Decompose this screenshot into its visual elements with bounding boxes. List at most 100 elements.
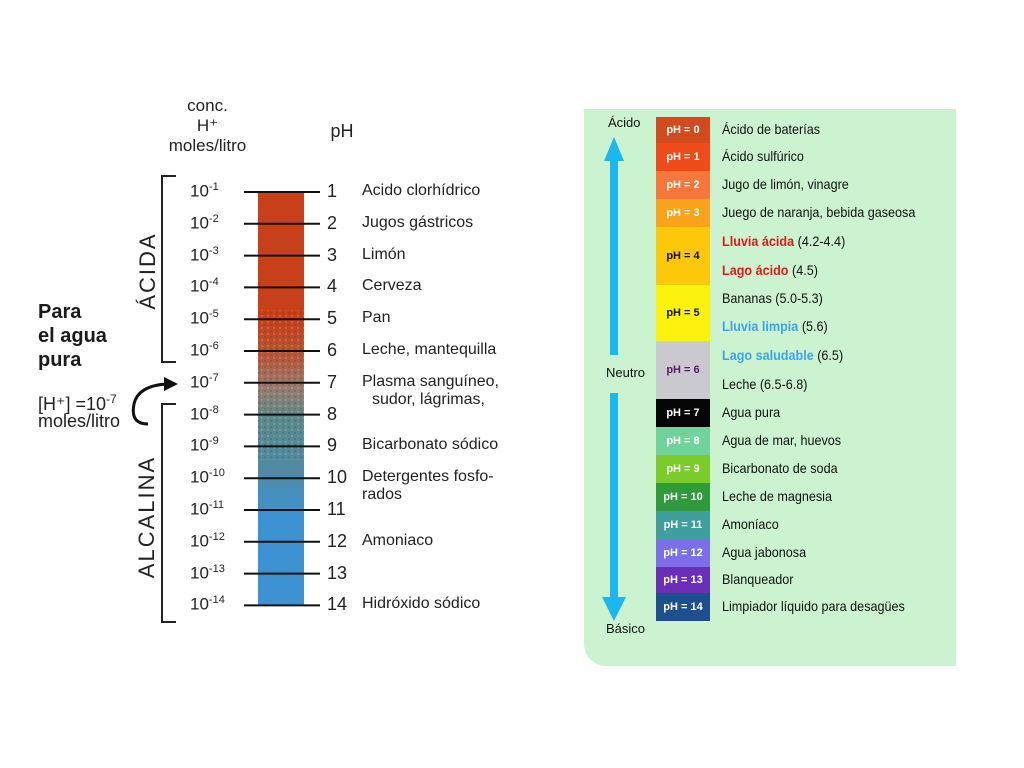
ph-number: 8	[327, 403, 338, 424]
ph-example-text: Limpiador líquido para desagües	[722, 598, 905, 614]
conc-base: 10	[190, 404, 209, 424]
ph-example-text: Ácido de baterías	[722, 121, 820, 137]
pure-water-arrowhead	[164, 377, 178, 391]
example-range: (5.6)	[798, 318, 828, 334]
example-name: Leche de magnesia	[722, 488, 832, 504]
example-name: Agua jabonosa	[722, 544, 807, 560]
ph-example-text: Lluvia limpia (5.6)	[722, 318, 828, 334]
ph-number: 3	[327, 244, 338, 265]
substance-label: Amoniaco	[362, 531, 434, 549]
conc-exponent: -4	[208, 276, 219, 289]
ph-example-text: Agua pura	[722, 404, 780, 420]
substance-label: Pan	[362, 309, 391, 327]
conc-base: 10	[190, 499, 209, 519]
ph-number: 2	[327, 212, 338, 233]
pure-water-line2: el agua	[38, 325, 107, 347]
conc-exponent: -11	[208, 499, 225, 511]
ph-chip: pH = 1	[656, 143, 710, 171]
conc-base: 10	[190, 595, 209, 615]
alkaline-region-label: ALCALINA	[134, 455, 159, 579]
conc-exponent: -13	[208, 562, 225, 575]
substance-label: Hidróxido sódico	[362, 595, 481, 613]
conc-exponent: -2	[208, 212, 219, 225]
conc-base: 10	[190, 277, 209, 297]
pure-water-line1: Para	[38, 301, 82, 323]
down-arrowhead	[602, 597, 626, 621]
conc-base: 10	[190, 340, 209, 360]
ph-header: pH	[330, 121, 354, 141]
ph-example-text: Leche (6.5-6.8)	[722, 376, 807, 392]
right-ph-panel: Ácido Neutro Básico pH = 0 Ácido de bater…	[584, 109, 956, 666]
ph-example-text: Leche de magnesia	[722, 488, 832, 504]
concentration-header: conc. H⁺ moles/litro	[160, 96, 255, 156]
substance-label: Detergentes fosfo-	[362, 468, 494, 486]
example-name: Juego de naranja, bebida gaseosa	[722, 204, 916, 220]
ph-chip: pH = 11	[656, 511, 710, 539]
concentration-value: 10-6	[190, 340, 250, 361]
conc-base: 10	[190, 308, 209, 328]
conc-base: 10	[190, 372, 209, 392]
ph-example-text: Blanqueador	[722, 571, 793, 587]
ph-example-text: Bananas (5.0-5.3)	[722, 290, 823, 306]
conc-exponent: -1	[208, 181, 219, 193]
ph-example-text: Agua jabonosa	[722, 544, 806, 560]
ph-example-text: Agua de mar, huevos	[722, 432, 841, 448]
concentration-value: 10-1	[190, 181, 250, 202]
conc-exponent: -14	[208, 594, 225, 607]
ph-chip: pH = 13	[656, 567, 710, 593]
concentration-value: 10-9	[190, 435, 250, 456]
concentration-value: 10-7	[190, 372, 250, 393]
concentration-value: 10-4	[190, 276, 250, 297]
concentration-value: 10-2	[190, 213, 250, 234]
example-range: (6.5)	[813, 346, 844, 363]
ph-chip: pH = 9	[656, 455, 710, 483]
ph-example-text: Jugo de limón, vinagre	[722, 176, 849, 192]
conc-base: 10	[190, 531, 209, 551]
example-name: Lago saludable	[722, 346, 814, 363]
ph-number: 11	[327, 499, 346, 519]
concentration-value: 10-5	[190, 308, 250, 329]
ph-chip: pH = 6	[656, 341, 710, 399]
ph-number: 13	[327, 562, 348, 583]
pure-water-conc-exp: -7	[106, 392, 117, 406]
ph-number: 1	[327, 181, 338, 201]
conc-base: 10	[190, 467, 209, 487]
ph-chip: pH = 2	[656, 171, 710, 199]
ph-example-text: Amoníaco	[722, 516, 779, 532]
ph-speckle-overlay	[258, 310, 304, 460]
substance-label: Bicarbonato sódico	[362, 436, 499, 454]
ph-example-text: Juego de naranja, bebida gaseosa	[722, 204, 915, 220]
substance-label: Acido clorhídrico	[362, 182, 481, 199]
concentration-value: 10-3	[190, 245, 250, 266]
example-name: Bicarbonato de soda	[722, 460, 838, 476]
substance-label: Plasma sanguíneo,	[362, 372, 499, 390]
conc-exponent: -5	[208, 308, 219, 321]
example-name: Blanqueador	[722, 571, 794, 587]
alkaline-bracket	[161, 403, 176, 623]
ph-example-text: Lago saludable (6.5)	[722, 347, 843, 363]
pure-water-line3: pura	[38, 349, 82, 371]
substance-label: Leche, mantequilla	[362, 341, 497, 358]
ph-number: 4	[327, 276, 338, 297]
conc-exponent: -7	[208, 371, 219, 384]
concentration-value: 10-12	[190, 531, 250, 552]
substance-label: Cerveza	[362, 277, 422, 295]
conc-base: 10	[190, 181, 209, 201]
ph-number: 7	[327, 371, 338, 392]
pure-water-conc-base: [H⁺] =10	[38, 394, 107, 414]
down-arrow-shaft	[610, 393, 618, 603]
pure-water-concentration: [H⁺] =10-7	[38, 388, 117, 415]
example-name: Lluvia limpia	[722, 318, 799, 334]
ph-example-text: Lluvia ácida (4.2-4.4)	[722, 233, 845, 249]
example-name: Ácido de baterías	[722, 121, 821, 137]
example-name: Limpiador líquido para desagües	[722, 598, 905, 614]
ph-chip: pH = 8	[656, 427, 710, 455]
ph-example-text: Ácido sulfúrico	[722, 148, 804, 164]
ph-example-text: Bicarbonato de soda	[722, 460, 838, 476]
example-name: Amoníaco	[722, 516, 779, 532]
conc-header-line1: conc.	[187, 96, 228, 115]
conc-exponent: -3	[208, 244, 219, 257]
example-range: (4.5)	[788, 261, 818, 278]
up-arrowhead	[604, 137, 624, 161]
conc-exponent: -10	[208, 467, 225, 480]
